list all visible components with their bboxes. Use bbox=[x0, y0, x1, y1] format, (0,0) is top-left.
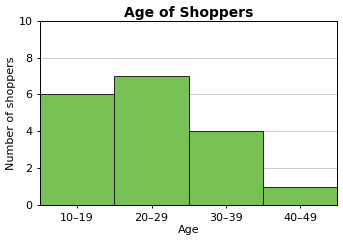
Title: Age of Shoppers: Age of Shoppers bbox=[124, 6, 253, 20]
Bar bbox=[114, 76, 189, 205]
Bar bbox=[189, 131, 263, 205]
Bar bbox=[40, 94, 114, 205]
Text: ): ) bbox=[0, 240, 1, 241]
Y-axis label: Number of shoppers: Number of shoppers bbox=[5, 56, 15, 170]
X-axis label: Age: Age bbox=[178, 225, 200, 235]
Bar bbox=[263, 187, 338, 205]
Text: ): ) bbox=[0, 240, 1, 241]
